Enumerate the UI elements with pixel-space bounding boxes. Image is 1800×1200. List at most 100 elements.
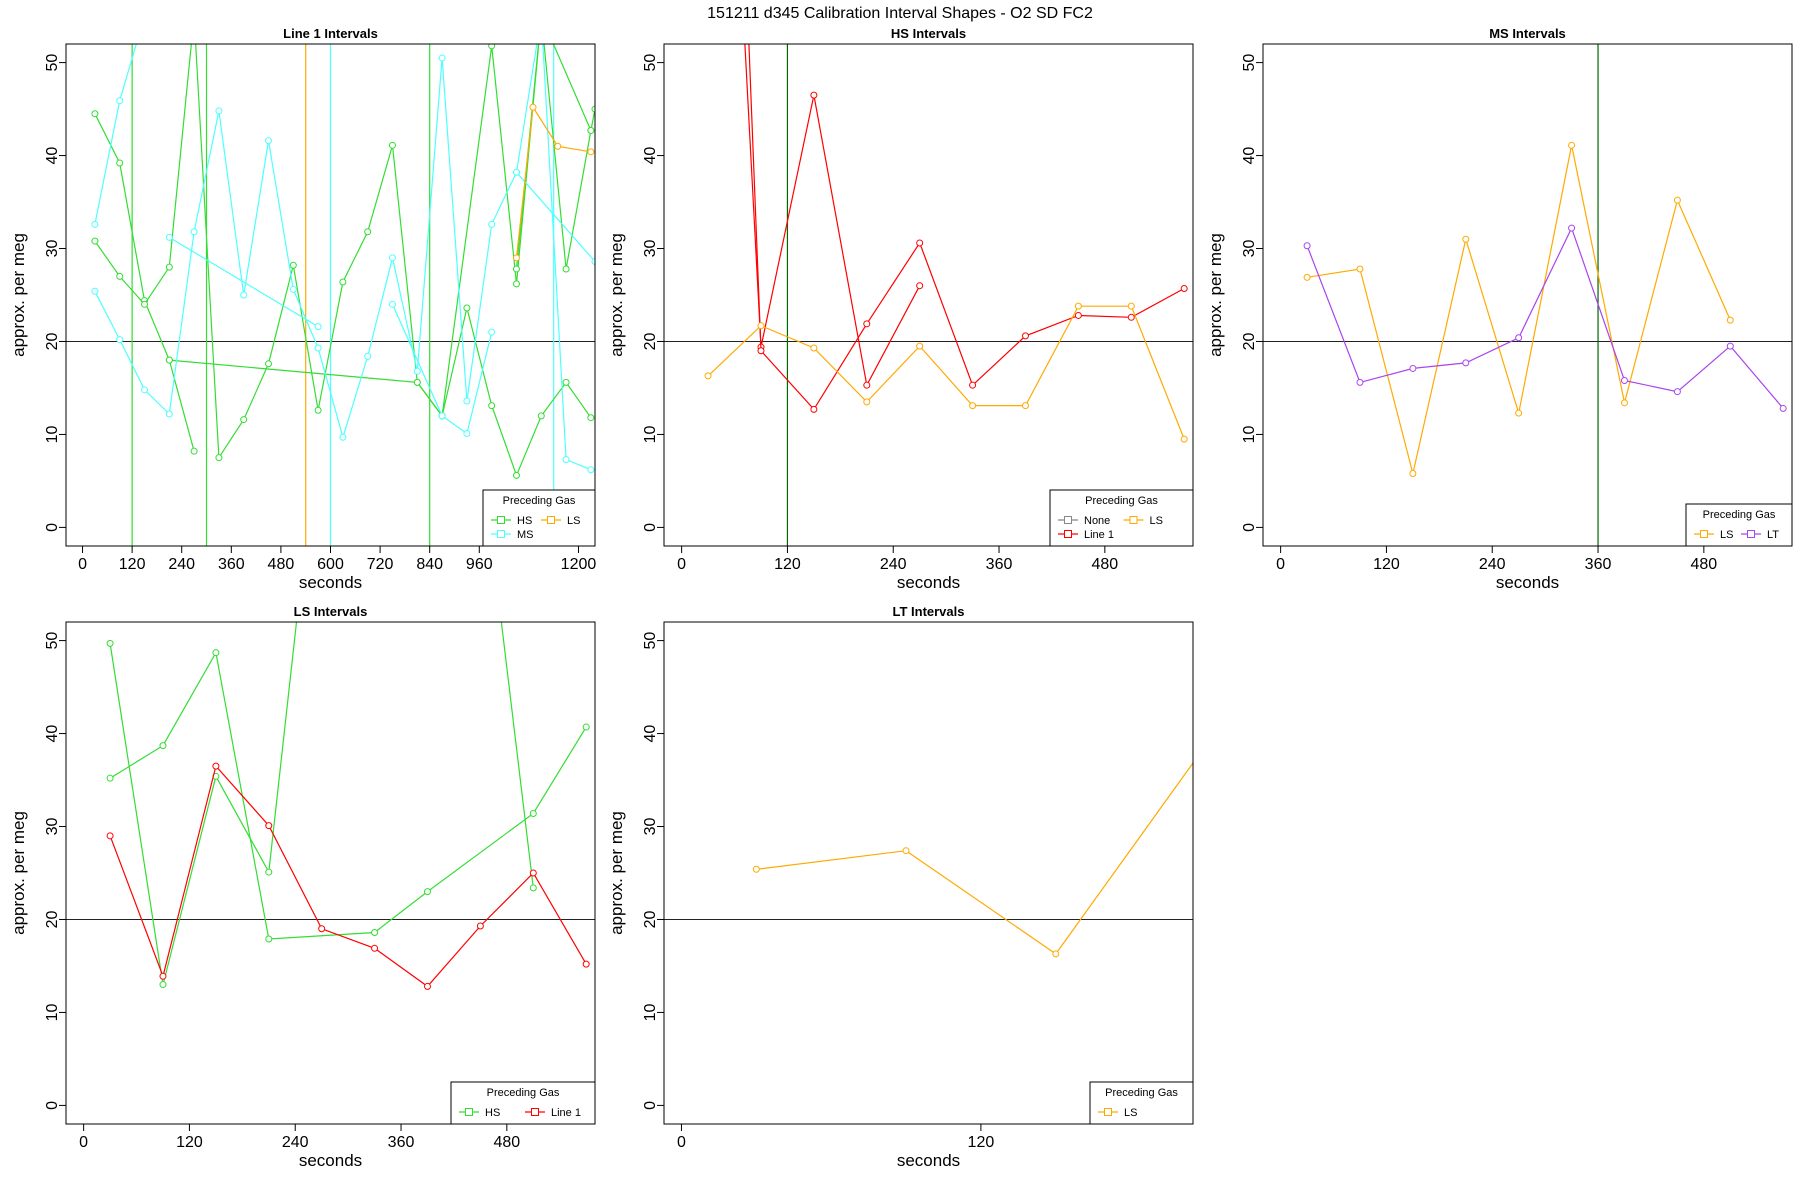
legend-label: Line 1	[551, 1107, 581, 1119]
data-point	[587, 466, 595, 474]
x-tick-label: 360	[388, 1134, 415, 1151]
y-tick-label: 50	[44, 54, 61, 72]
x-tick-label: 0	[78, 556, 87, 573]
y-axis: 0 10 20 30 40 50	[44, 632, 66, 1110]
data-point	[1673, 388, 1681, 396]
data-point	[190, 228, 198, 236]
data-point	[106, 832, 114, 840]
data-point	[757, 347, 765, 355]
legend-swatch-marker	[497, 516, 505, 524]
series-line-hs	[169, 44, 592, 418]
legend: Preceding Gas HS LS MS	[482, 489, 596, 547]
y-axis-label: approx. per meg	[607, 233, 626, 357]
series-line-hs	[500, 622, 534, 888]
data-point	[591, 105, 595, 113]
legend-entry: HS	[491, 515, 532, 527]
y-tick-label: 0	[642, 523, 659, 532]
data-point	[1462, 235, 1470, 243]
legend-entry: HS	[459, 1107, 500, 1119]
x-tick-label: 120	[774, 556, 801, 573]
x-tick-label: 0	[79, 1134, 88, 1151]
y-tick-label: 20	[642, 910, 659, 928]
data-point	[1462, 359, 1470, 367]
legend-swatch-marker	[465, 1108, 473, 1116]
y-tick-label: 30	[44, 240, 61, 258]
series-line-line-1	[748, 44, 1185, 411]
data-point	[1568, 141, 1576, 149]
legend-swatch-marker	[1104, 1108, 1112, 1116]
y-tick-label: 50	[44, 632, 61, 650]
y-tick-label: 10	[44, 425, 61, 443]
x-axis-label: seconds	[299, 573, 362, 592]
data-point	[190, 447, 198, 455]
data-point	[554, 142, 562, 150]
x-tick-label: 120	[176, 1134, 203, 1151]
y-tick-label: 40	[1241, 147, 1258, 165]
data-point	[265, 868, 273, 876]
legend-title: Preceding Gas	[1085, 495, 1158, 507]
series-line-ms	[391, 304, 493, 435]
series-line-hs	[109, 650, 587, 940]
data-point	[1620, 399, 1628, 407]
data-point	[810, 344, 818, 352]
x-tick-label: 0	[1276, 556, 1285, 573]
data-point	[704, 372, 712, 380]
data-point	[159, 742, 167, 750]
y-axis-label: approx. per meg	[9, 233, 28, 357]
legend-entry: MS	[491, 529, 534, 541]
data-point	[364, 352, 372, 360]
data-point	[1356, 265, 1364, 273]
y-tick-label: 0	[44, 1101, 61, 1110]
data-point	[463, 397, 471, 405]
data-point	[529, 103, 537, 111]
data-point	[537, 412, 545, 420]
data-point	[1409, 364, 1417, 372]
x-axis: 0 120 240 360 480 600 720 840 960 1200	[78, 546, 596, 573]
legend-box	[1089, 1081, 1194, 1125]
x-tick-label: 120	[1373, 556, 1400, 573]
series-line-ms	[516, 171, 595, 262]
data-point	[488, 402, 496, 410]
data-point	[969, 402, 977, 410]
legend-title: Preceding Gas	[503, 495, 576, 507]
series-line-ms	[168, 236, 319, 328]
legend-entry: LT	[1741, 529, 1779, 541]
x-tick-label: 480	[493, 1134, 520, 1151]
data-point	[91, 110, 99, 118]
data-point	[165, 233, 173, 241]
series-line-ls	[515, 105, 591, 258]
legend-title: Preceding Gas	[1703, 509, 1776, 521]
legend-title: Preceding Gas	[487, 1087, 560, 1099]
x-tick-label: 480	[1091, 556, 1118, 573]
legend-box	[1049, 489, 1194, 547]
plot-frame	[663, 43, 1194, 547]
y-tick-label: 40	[44, 725, 61, 743]
data-point	[91, 220, 99, 228]
panel-title: LS Intervals	[294, 604, 368, 619]
data-point	[364, 228, 372, 236]
data-point	[1052, 950, 1060, 958]
y-tick-label: 50	[642, 54, 659, 72]
data-point	[916, 239, 924, 247]
x-axis: 0 120	[677, 1124, 994, 1151]
data-point	[863, 398, 871, 406]
data-point	[314, 406, 322, 414]
panel-title: HS Intervals	[891, 26, 966, 41]
legend-label: LS	[1150, 515, 1163, 527]
x-axis: 0 120 240 360 480	[1276, 546, 1717, 573]
data-point	[314, 323, 322, 331]
x-tick-label: 1200	[561, 556, 597, 573]
x-tick-label: 360	[1585, 556, 1612, 573]
y-tick-label: 10	[642, 425, 659, 443]
legend-box	[450, 1081, 596, 1125]
panel-hs: HS Intervals 0 120 240 360 480 0 10 20 30 40 50 seco…	[607, 26, 1194, 592]
data-point	[1074, 311, 1082, 319]
x-axis: 0 120 240 360 480	[79, 1124, 520, 1151]
x-tick-label: 120	[968, 1134, 995, 1151]
data-point	[863, 320, 871, 328]
series-line-lt	[1306, 226, 1784, 409]
data-point	[562, 456, 570, 464]
data-point	[165, 356, 173, 364]
data-point	[413, 367, 421, 375]
